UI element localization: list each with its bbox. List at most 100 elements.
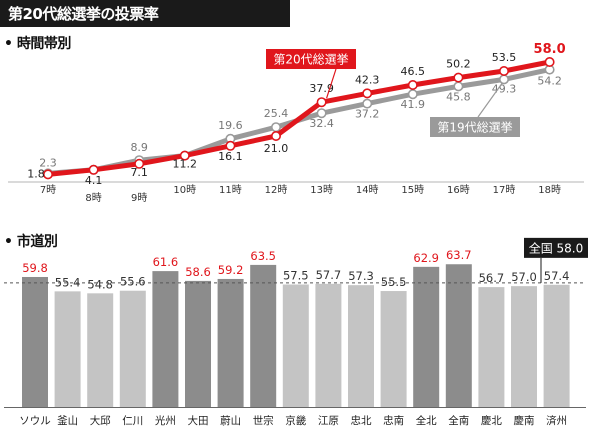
point-19th [316, 108, 327, 119]
bar [152, 271, 179, 407]
data-label-19th: 8.9 [130, 141, 148, 154]
bar-section-label-text: 市道別 [16, 234, 58, 250]
bar-value-label: 55.6 [120, 275, 146, 289]
data-label-20th: 50.2 [446, 58, 471, 71]
point-20th [179, 150, 190, 161]
bar-value-label: 54.8 [87, 277, 113, 291]
bar-category-label: ソウル [19, 415, 51, 427]
x-tick-label: 15時 [401, 184, 424, 196]
bar-value-label: 63.5 [250, 249, 276, 263]
bar-value-label: 55.5 [381, 275, 407, 289]
data-label-20th: 16.1 [218, 150, 243, 163]
line-chart: 7時 8時 9時 10時 11時 12時 13時 14時 15時 16時 17時 18時 1.8 4.1 7… [8, 42, 584, 204]
bar-category-label: 慶北 [481, 414, 502, 427]
bar-category-label: 釜山 [57, 414, 78, 427]
bar-category-label: 全南 [448, 414, 469, 427]
data-label-19th: 45.8 [446, 90, 471, 103]
series-line-20th [45, 59, 553, 177]
legend-20th-label: 第20代総選挙 [273, 53, 348, 67]
data-label-20th: 1.8 [27, 167, 45, 180]
bar-value-label: 61.6 [153, 255, 179, 269]
x-tick-label: 18時 [538, 184, 561, 196]
x-tick-label: 16時 [447, 184, 470, 196]
bar [511, 286, 537, 407]
bar [543, 284, 570, 407]
national-badge-label: 全国 58.0 [529, 240, 584, 255]
legend-20th-leader [326, 68, 337, 99]
data-label-20th: 53.5 [492, 51, 517, 64]
x-tick-label: 13時 [310, 184, 333, 196]
data-label-20th: 4.1 [85, 174, 103, 187]
bar [380, 291, 407, 407]
legend-20th-box [266, 49, 356, 69]
bar-value-label: 57.5 [283, 269, 309, 283]
data-label-19th: 54.2 [537, 75, 562, 88]
legend-19th-leader [477, 83, 503, 118]
bar [413, 266, 440, 407]
bar-category-label: 世宗 [253, 414, 274, 427]
bar-category-label: 慶南 [514, 414, 535, 427]
x-tick-label: 9時 [131, 192, 147, 204]
bar [250, 264, 277, 407]
bar-section-label: • 市道別 [4, 234, 58, 250]
bar-category-label: 済州 [546, 414, 567, 427]
bar-category-label: 全北 [416, 414, 437, 427]
bar-category-label: 光州 [155, 414, 176, 427]
bar [478, 287, 505, 407]
bar [185, 280, 211, 407]
bar-category-label: 大邱 [90, 414, 111, 427]
data-label-20th: 21.0 [264, 142, 289, 155]
data-label-20th: 37.9 [309, 82, 334, 95]
x-tick-label: 17時 [493, 184, 516, 196]
bar [217, 278, 244, 407]
bar [22, 276, 48, 407]
bar-value-label: 56.7 [479, 271, 505, 285]
data-label-20th: 11.2 [173, 158, 198, 171]
bar-value-label: 55.4 [55, 275, 81, 289]
point-20th [362, 88, 373, 99]
point-20th [407, 80, 418, 91]
bar-value-label: 57.4 [544, 269, 570, 283]
bar [119, 290, 146, 407]
x-tick-label: 14時 [356, 184, 379, 196]
bar [282, 284, 309, 407]
point-20th [316, 97, 327, 108]
data-label-20th: 42.3 [355, 73, 380, 86]
point-20th [453, 72, 464, 83]
bar-category-label: 忠南 [383, 414, 404, 427]
bar-value-label: 62.9 [413, 251, 439, 265]
point-20th [42, 169, 53, 180]
point-20th [270, 131, 281, 142]
bar [315, 283, 342, 407]
x-tick-label: 11時 [219, 184, 242, 196]
bar [348, 285, 374, 407]
data-label-19th: 49.3 [492, 82, 517, 95]
chart-title: 第20代総選挙の投票率 [8, 5, 159, 23]
bar-category-label: 京畿 [285, 414, 306, 427]
x-tick-label: 12時 [265, 184, 288, 196]
point-20th [134, 158, 145, 169]
point-20th [498, 66, 509, 77]
bar-value-label: 57.7 [316, 268, 342, 282]
point-20th [88, 164, 99, 175]
data-label-19th: 37.2 [355, 108, 380, 121]
point-20th [225, 140, 236, 151]
bar-category-label: 仁川 [122, 415, 143, 427]
data-label-19th: 2.3 [39, 156, 57, 169]
bar-value-label: 59.2 [218, 263, 244, 277]
legend-19th-box [430, 117, 520, 137]
bar-value-label: 57.0 [511, 270, 537, 284]
line-section-label: • 時間帯別 [4, 36, 72, 52]
point-20th [544, 56, 555, 67]
bar [54, 291, 81, 407]
x-tick-label: 7時 [40, 184, 56, 196]
bar-value-label: 63.7 [446, 248, 472, 262]
bar-value-label: 57.3 [348, 269, 374, 283]
data-label-20th: 58.0 [534, 42, 566, 57]
data-label-19th: 32.4 [309, 117, 334, 130]
bar [87, 293, 114, 407]
bar-category-label: 大田 [188, 414, 209, 427]
data-label-19th: 25.4 [264, 107, 289, 120]
line-section-label-text: 時間帯別 [16, 36, 72, 52]
